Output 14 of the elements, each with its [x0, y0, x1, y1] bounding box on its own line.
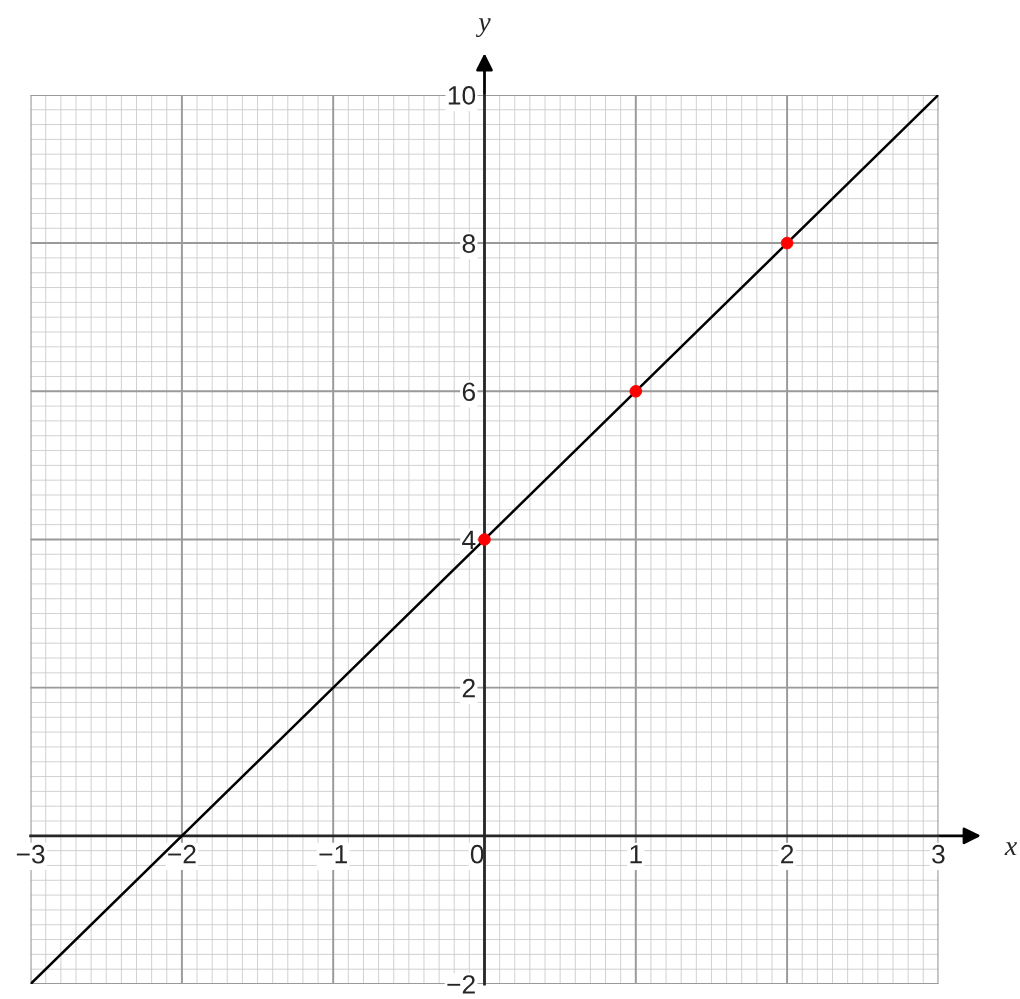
- y-axis-title: y: [476, 18, 491, 38]
- y-tick-label: 2: [462, 678, 475, 698]
- x-tick-label: 3: [932, 844, 945, 864]
- x-tick-label: −2: [168, 844, 196, 864]
- y-tick-label: 8: [462, 234, 476, 253]
- y-tick-label: 4: [462, 530, 476, 550]
- x-tick-label: 1: [630, 845, 642, 864]
- x-axis-title: x: [1004, 842, 1017, 856]
- y-tick-label: −2: [447, 975, 475, 994]
- x-tick-label: −3: [16, 844, 45, 864]
- y-tick-label: 10: [448, 86, 476, 105]
- y-tick-label: 6: [462, 382, 476, 402]
- x-tick-label: 2: [781, 844, 794, 864]
- x-tick-label: −1: [319, 845, 347, 864]
